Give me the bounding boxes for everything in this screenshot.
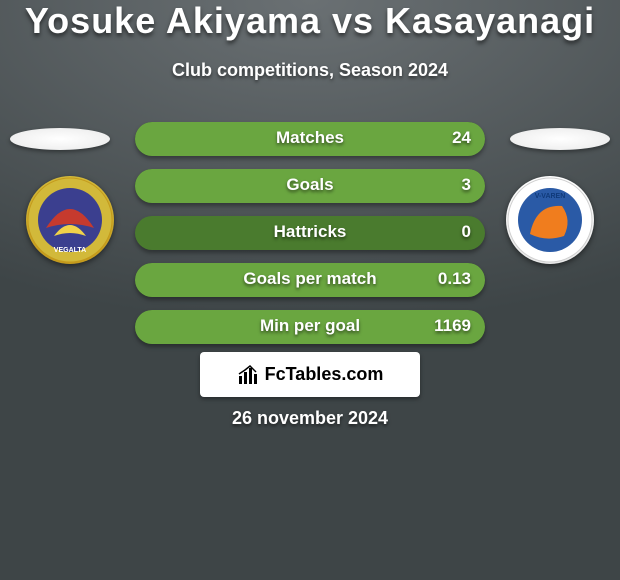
page-title: Yosuke Akiyama vs Kasayanagi (0, 0, 620, 42)
stat-label: Hattricks (135, 222, 485, 242)
brand-watermark[interactable]: FcTables.com (200, 352, 420, 397)
stat-row: Goals per match0.13 (135, 263, 485, 297)
comparison-infographic: Yosuke Akiyama vs Kasayanagi Club compet… (0, 0, 620, 580)
brand-label: FcTables.com (265, 364, 384, 385)
svg-text:VEGALTA: VEGALTA (54, 247, 86, 254)
stats-area: Matches24 Goals3 Hattricks0 Goals per match… (135, 122, 485, 357)
stat-label: Matches (135, 128, 485, 148)
vvaren-logo-icon: V-VAREN (506, 176, 594, 264)
left-player-ellipse (10, 128, 110, 150)
vegalta-logo-icon: VEGALTA (26, 176, 114, 264)
right-player-ellipse (510, 128, 610, 150)
stat-label: Min per goal (135, 316, 485, 336)
stat-row: Hattricks0 (135, 216, 485, 250)
stat-row: Goals3 (135, 169, 485, 203)
stat-label: Goals (135, 175, 485, 195)
stat-label: Goals per match (135, 269, 485, 289)
stat-right-value: 3 (462, 175, 471, 195)
stat-right-value: 1169 (434, 316, 471, 336)
left-club-badge: VEGALTA (26, 176, 114, 264)
stat-right-value: 0 (462, 222, 471, 242)
bar-chart-icon (237, 364, 259, 386)
stat-right-value: 0.13 (438, 269, 471, 289)
stat-right-value: 24 (452, 128, 471, 148)
right-club-badge: V-VAREN (506, 176, 594, 264)
svg-text:V-VAREN: V-VAREN (535, 193, 566, 200)
stat-row: Matches24 (135, 122, 485, 156)
snapshot-date: 26 november 2024 (0, 408, 620, 429)
page-subtitle: Club competitions, Season 2024 (0, 60, 620, 81)
stat-row: Min per goal1169 (135, 310, 485, 344)
